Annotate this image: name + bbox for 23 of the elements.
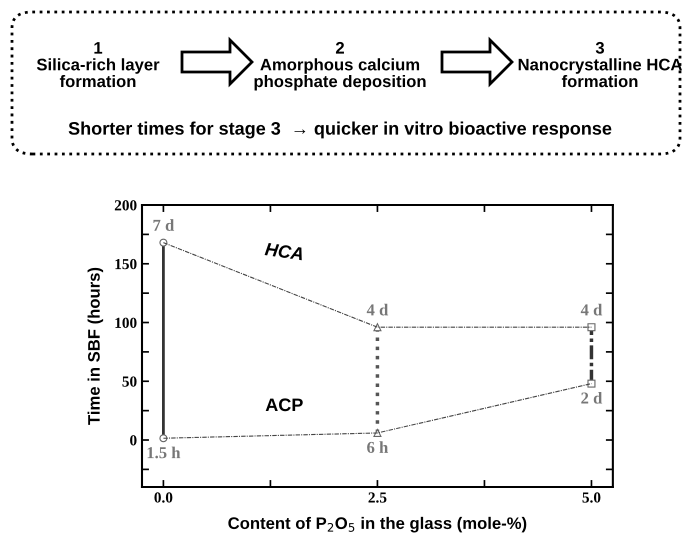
annotation: 2 d <box>581 392 602 404</box>
text: 1 Silica-rich layer formation <box>36 42 160 88</box>
x-axis-title: Content of P$_{2}$O$_{5}$ in the glass (mole-%) <box>228 516 526 532</box>
y-tick-label: 200 <box>114 200 137 210</box>
text: Shorter times for stage 3 → quicker in vitro bioactive response <box>68 122 612 138</box>
text: HCA <box>264 242 304 260</box>
y-axis-title: Time in SBF (hours) <box>88 268 104 425</box>
y-tick-label: 150 <box>115 258 137 270</box>
annotation: 4 d <box>366 304 388 316</box>
x-tick-label: 5.0 <box>582 492 600 503</box>
point <box>373 428 382 437</box>
x-tick-label: 0.0 <box>154 492 172 503</box>
text: 3 Nanocrystalline HCA formation <box>518 42 682 88</box>
text: 2 Amorphous calcium phosphate deposition <box>254 42 426 91</box>
annotation: 7 d <box>153 219 174 231</box>
x-tick-label: 2.5 <box>368 492 386 503</box>
y-tick-label: 0 <box>130 435 137 446</box>
series-label: ACP <box>266 398 303 412</box>
annotation: 4 d <box>580 304 602 316</box>
y-tick-label: 50 <box>122 376 137 387</box>
annotation: 1.5 h <box>148 446 180 458</box>
y-tick-label: 100 <box>115 318 137 328</box>
annotation: 6 h <box>367 441 388 454</box>
